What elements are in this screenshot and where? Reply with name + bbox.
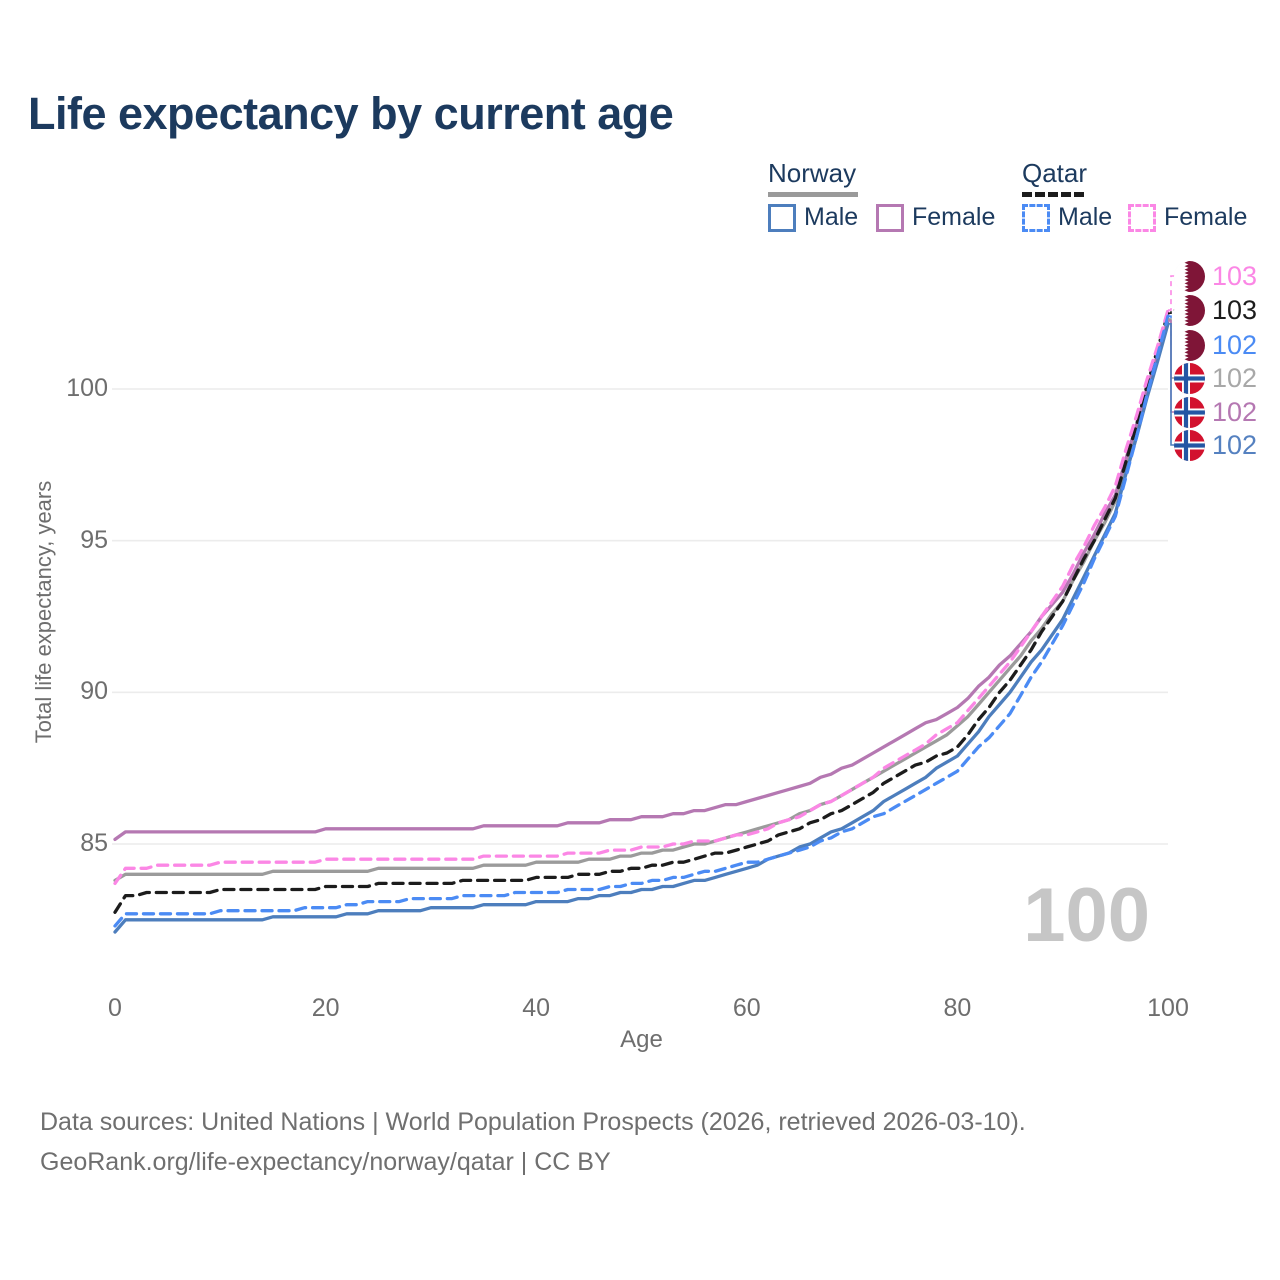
legend-group-norway: Norway xyxy=(768,158,858,197)
legend-qatar-underline xyxy=(1022,192,1084,197)
end-label-connector-qatar-male xyxy=(1168,315,1175,346)
y-tick-label: 100 xyxy=(66,374,108,402)
attribution-link-text[interactable]: GeoRank.org/life-expectancy/norway/qatar… xyxy=(40,1148,611,1176)
country-flag-icon xyxy=(1174,362,1205,394)
legend-swatch-qatar-male[interactable] xyxy=(1022,203,1050,232)
legend-swatch-norway-female[interactable] xyxy=(876,203,904,232)
series-end-label-norway-all: 102 xyxy=(1174,362,1258,394)
legend-item-norway-male[interactable]: Male xyxy=(768,203,858,232)
series-end-label-norway-male: 102 xyxy=(1174,429,1258,461)
series-end-label-qatar-female: 103 xyxy=(1174,260,1258,292)
y-tick-label: 95 xyxy=(80,525,108,554)
legend-item-qatar-male[interactable]: Male xyxy=(1022,203,1112,232)
country-flag-icon xyxy=(1174,429,1205,461)
norway-flag-icon xyxy=(1174,396,1205,428)
qatar-flag-icon xyxy=(1174,329,1205,361)
x-tick-label: 0 xyxy=(108,994,122,1022)
legend-label-qatar-male[interactable]: Male xyxy=(1058,203,1113,231)
series-end-value: 102 xyxy=(1212,396,1258,427)
y-tick-label: 90 xyxy=(80,677,108,706)
x-tick-label: 100 xyxy=(1147,994,1189,1022)
legend-item-qatar-female[interactable]: Female xyxy=(1128,203,1247,232)
x-tick-label: 60 xyxy=(732,994,761,1022)
qatar-flag-icon xyxy=(1174,260,1205,292)
qatar-flag-icon xyxy=(1174,294,1205,326)
series-end-label-qatar-male: 102 xyxy=(1174,329,1258,361)
page-title: Life expectancy by current age xyxy=(28,88,674,139)
legend-norway-underline xyxy=(768,192,858,197)
series-line-norway-female xyxy=(113,319,1170,842)
norway-flag-icon xyxy=(1174,362,1205,394)
country-flag-icon xyxy=(1174,260,1205,292)
series-line-norway-male xyxy=(113,322,1170,934)
age-counter-watermark: 100 xyxy=(1023,873,1150,958)
legend-swatch-qatar-female[interactable] xyxy=(1128,203,1156,232)
end-label-connector-qatar-female xyxy=(1168,275,1175,311)
series-end-value: 103 xyxy=(1212,260,1258,291)
series-end-value: 103 xyxy=(1212,294,1258,325)
series-line-qatar-all xyxy=(113,311,1170,914)
end-label-connector-norway-male xyxy=(1168,323,1175,446)
series-end-label-qatar-all: 103 xyxy=(1174,294,1258,326)
series-end-value: 102 xyxy=(1212,362,1258,393)
legend-group-qatar: Qatar xyxy=(1022,158,1087,197)
x-tick-label: 20 xyxy=(311,994,340,1022)
legend-label-qatar-female[interactable]: Female xyxy=(1164,203,1248,231)
series-end-label-norway-female: 102 xyxy=(1174,396,1258,428)
legend-qatar-header: Qatar xyxy=(1022,158,1088,188)
end-label-connector-qatar-all xyxy=(1168,309,1175,314)
legend-swatch-norway-male[interactable] xyxy=(768,203,796,232)
norway-flag-icon xyxy=(1174,429,1205,461)
series-line-qatar-male xyxy=(113,314,1170,928)
legend-norway-header: Norway xyxy=(768,158,857,188)
data-sources-text: Data sources: United Nations | World Pop… xyxy=(40,1108,1026,1136)
series-line-norway-all xyxy=(113,317,1170,883)
x-tick-label: 40 xyxy=(522,994,551,1022)
y-tick-label: 85 xyxy=(80,829,108,857)
series-line-qatar-female xyxy=(113,308,1170,886)
country-flag-icon xyxy=(1174,294,1205,326)
country-flag-icon xyxy=(1174,329,1205,361)
country-flag-icon xyxy=(1174,396,1205,428)
legend-item-norway-female[interactable]: Female xyxy=(876,203,995,232)
legend-label-norway-female[interactable]: Female xyxy=(912,203,996,231)
x-tick-label: 80 xyxy=(943,994,972,1022)
series-end-value: 102 xyxy=(1212,329,1258,360)
y-axis-title: Total life expectancy, years xyxy=(31,480,56,744)
legend-label-norway-male[interactable]: Male xyxy=(804,203,859,231)
x-axis-title: Age xyxy=(620,1026,663,1053)
series-end-value: 102 xyxy=(1212,429,1258,460)
